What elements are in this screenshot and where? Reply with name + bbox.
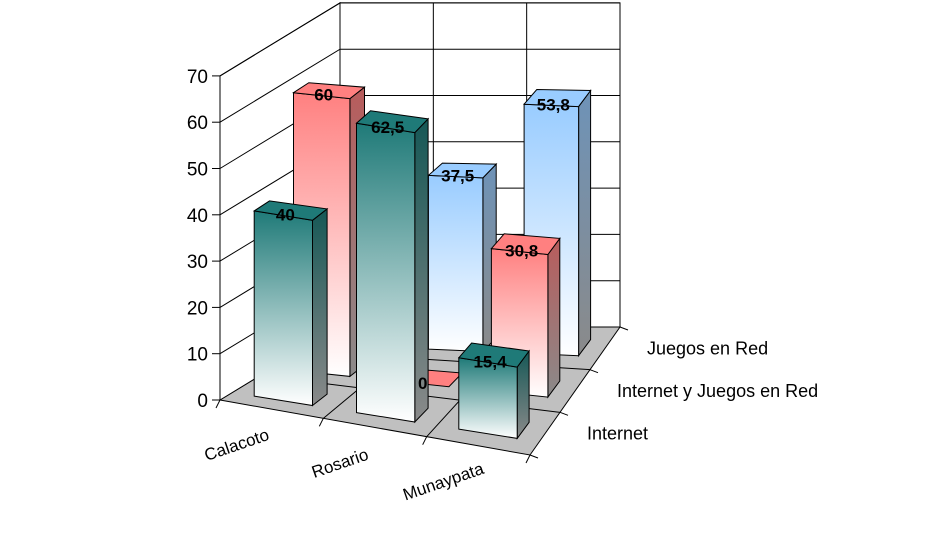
bar-front bbox=[356, 122, 416, 423]
data-label: 53,8 bbox=[537, 95, 570, 114]
bar-front bbox=[253, 210, 313, 407]
bar bbox=[355, 110, 430, 424]
bar-side bbox=[312, 207, 328, 407]
x-tick-mark bbox=[215, 399, 221, 409]
x-tick-mark bbox=[422, 436, 428, 445]
bar bbox=[252, 200, 329, 407]
series-label: Internet y Juegos en Red bbox=[617, 381, 818, 401]
bar-top bbox=[457, 342, 531, 368]
y-tick-label: 60 bbox=[187, 113, 208, 134]
series-label: Juegos en Red bbox=[647, 338, 768, 358]
bar-top bbox=[523, 88, 592, 108]
z-tick-mark bbox=[589, 369, 599, 374]
z-tick-mark bbox=[559, 411, 569, 416]
category-label: Calacoto bbox=[202, 425, 272, 465]
y-tick-label: 40 bbox=[187, 206, 208, 227]
category-label: Rosario bbox=[309, 445, 371, 482]
bar-top bbox=[427, 162, 498, 179]
bar-side bbox=[578, 88, 592, 358]
y-tick-label: 20 bbox=[187, 298, 208, 319]
data-label: 40 bbox=[276, 206, 295, 225]
category-label: Munaypata bbox=[401, 459, 487, 505]
data-label: 15,4 bbox=[473, 352, 507, 371]
data-label: 30,8 bbox=[505, 242, 538, 261]
data-label: 37,5 bbox=[441, 167, 474, 186]
bar-top bbox=[252, 200, 329, 221]
y-tick-label: 10 bbox=[187, 345, 208, 366]
bar-front bbox=[427, 174, 484, 353]
y-tick-label: 50 bbox=[187, 160, 208, 181]
y-tick-label: 0 bbox=[197, 391, 208, 412]
z-tick-mark bbox=[619, 326, 629, 331]
bar-side bbox=[547, 236, 561, 399]
y-tick-label: 30 bbox=[187, 252, 208, 273]
data-label: 60 bbox=[314, 86, 333, 105]
bar bbox=[427, 162, 498, 353]
bar-top bbox=[292, 82, 366, 100]
x-tick-mark bbox=[318, 418, 324, 427]
z-tick-mark bbox=[529, 454, 539, 459]
bar bbox=[457, 342, 531, 440]
data-label: 62,5 bbox=[371, 118, 404, 137]
chart-bars bbox=[252, 82, 592, 440]
data-label: 0 bbox=[418, 374, 427, 393]
x-tick-mark bbox=[525, 454, 531, 464]
bar-top bbox=[355, 110, 430, 134]
bar-top bbox=[490, 233, 561, 256]
series-label: Internet bbox=[587, 424, 648, 444]
y-tick-label: 70 bbox=[187, 67, 208, 88]
